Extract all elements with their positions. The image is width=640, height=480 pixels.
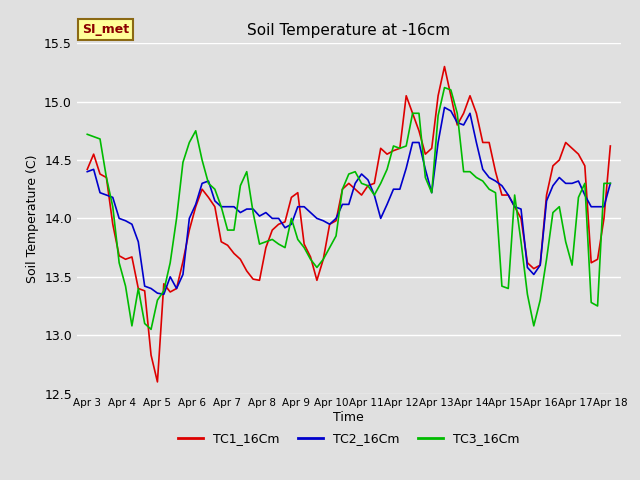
Title: Soil Temperature at -16cm: Soil Temperature at -16cm (247, 23, 451, 38)
Y-axis label: Soil Temperature (C): Soil Temperature (C) (26, 154, 38, 283)
Text: SI_met: SI_met (82, 23, 129, 36)
Legend: TC1_16Cm, TC2_16Cm, TC3_16Cm: TC1_16Cm, TC2_16Cm, TC3_16Cm (173, 427, 525, 450)
X-axis label: Time: Time (333, 411, 364, 424)
